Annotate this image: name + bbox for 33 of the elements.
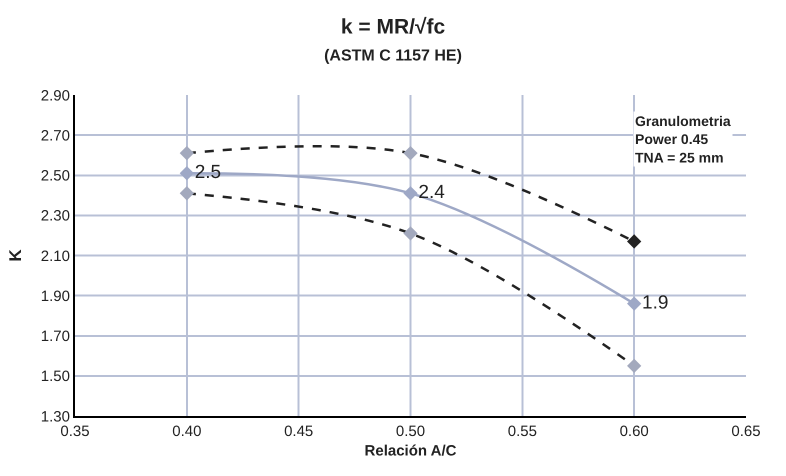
y-tick-label: 2.90 xyxy=(40,87,70,104)
data-label: 2.4 xyxy=(418,182,446,204)
x-tick-label: 0.65 xyxy=(731,423,761,440)
point xyxy=(627,296,642,311)
point xyxy=(403,226,418,241)
point xyxy=(180,146,194,160)
chart-title: k = MR/√fc xyxy=(340,15,446,38)
data-label: 1.9 xyxy=(642,292,668,314)
y-tick-label: 1.90 xyxy=(40,288,70,305)
y-tick-label: 2.10 xyxy=(40,248,70,265)
y-tick-label: 1.50 xyxy=(40,368,70,386)
point xyxy=(180,186,194,200)
x-tick-label: 0.35 xyxy=(60,423,90,440)
x-tick-label: 0.60 xyxy=(620,423,649,440)
x-axis-title: Relación A/C xyxy=(364,442,457,460)
point xyxy=(403,186,418,200)
point xyxy=(627,358,642,373)
y-tick-label: 2.30 xyxy=(40,208,70,225)
y-tick-label: 2.70 xyxy=(40,127,70,144)
chart-subtitle: (ASTM C 1157 HE) xyxy=(324,48,462,65)
y-tick-label: 1.30 xyxy=(40,408,70,426)
y-tick-label: 2.50 xyxy=(40,168,70,184)
point xyxy=(627,234,642,249)
x-tick-label: 0.50 xyxy=(396,423,426,440)
annotation: Granulometria Power 0.45 TNA = 25 mm xyxy=(635,113,731,166)
x-tick-label: 0.45 xyxy=(284,423,314,440)
point xyxy=(180,166,194,180)
point xyxy=(403,146,418,160)
x-tick-label: 0.40 xyxy=(172,423,202,440)
x-tick-label: 0.55 xyxy=(508,423,537,440)
y-tick-label: 1.70 xyxy=(40,328,70,345)
y-axis-title: K xyxy=(6,248,25,262)
data-label: 2.5 xyxy=(194,162,222,183)
